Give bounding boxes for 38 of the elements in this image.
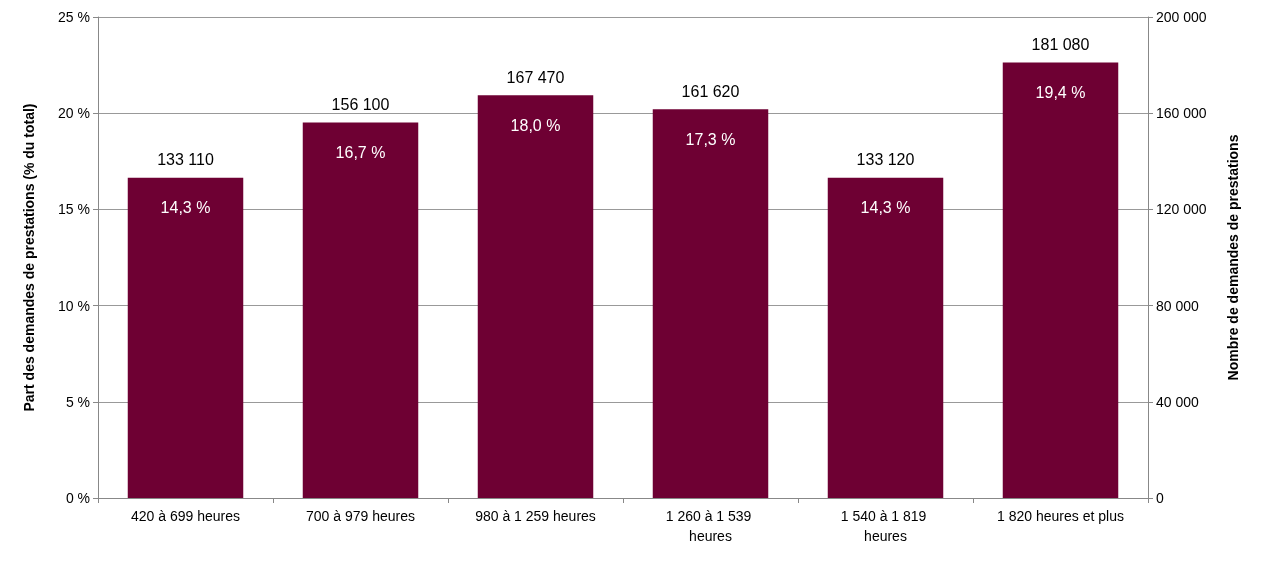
data-label: 167 470 — [506, 68, 565, 86]
y2-tick-label: 160 000 — [1156, 105, 1207, 122]
y-tick-label: 5 % — [65, 393, 90, 410]
annotation: 14,3 % — [160, 199, 211, 217]
annotation: 16,7 % — [335, 144, 386, 162]
data-label: 133 120 — [856, 151, 915, 169]
y-tick-label: 0 % — [65, 490, 90, 506]
data-label: 161 620 — [681, 82, 740, 100]
annotation: 18,0 % — [510, 116, 561, 134]
y2-axis-title: Nombre de demandes de prestations — [1225, 134, 1241, 381]
y2-tick-label: 40 000 — [1156, 393, 1200, 410]
y-axis-title: Part des demandes de prestations (% du total) — [21, 103, 37, 412]
y2-tick-label: 0 — [1156, 490, 1164, 506]
x-tick-label: 980 à 1 259 heures — [475, 508, 596, 524]
annotation: 19,4 % — [1035, 84, 1086, 101]
y-tick-label: 10 % — [58, 297, 90, 314]
y2-tick-label: 200 000 — [1156, 9, 1207, 25]
bar — [1002, 62, 1119, 498]
y-tick-label: 20 % — [58, 105, 90, 122]
bar — [477, 95, 594, 498]
y-tick-label: 25 % — [58, 9, 90, 25]
x-tick-label: 420 à 699 heures — [131, 508, 240, 524]
x-tick-label: 1 540 à 1 819 heures — [840, 508, 931, 544]
data-label: 133 110 — [157, 151, 214, 169]
bar — [827, 177, 944, 498]
x-tick-label: 1 820 heures et plus — [997, 508, 1124, 524]
bar — [302, 122, 419, 498]
annotation: 17,3 % — [685, 130, 736, 148]
y2-tick-label: 120 000 — [1156, 201, 1207, 218]
y2-tick-label: 80 000 — [1156, 297, 1200, 314]
x-tick-label: 1 260 à 1 539 heures — [665, 508, 756, 544]
data-label: 181 080 — [1031, 36, 1090, 53]
y-tick-label: 15 % — [58, 201, 90, 218]
bar — [652, 109, 769, 498]
x-tick-label: 700 à 979 heures — [306, 508, 415, 524]
bar — [127, 177, 244, 498]
data-label: 156 100 — [331, 96, 390, 114]
annotation: 14,3 % — [860, 199, 911, 217]
